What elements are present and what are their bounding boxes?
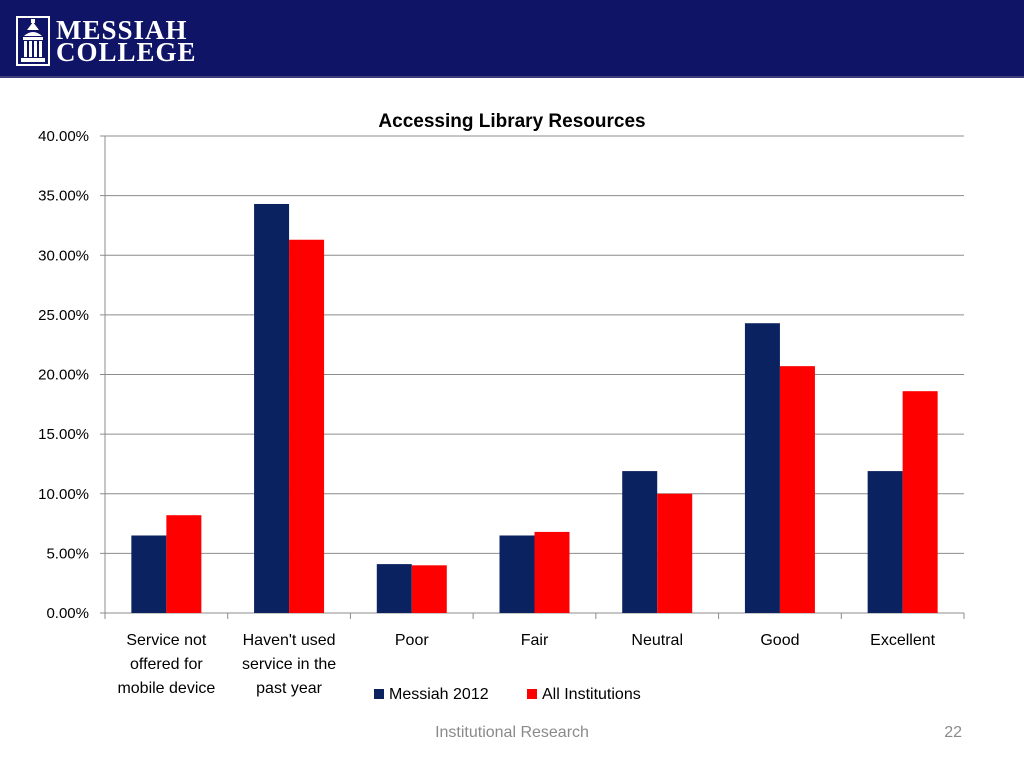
bar-messiah-2012 <box>254 203 290 613</box>
x-tick-label: past year <box>256 680 322 697</box>
x-tick-label: Excellent <box>870 632 935 649</box>
y-tick-label: 30.00% <box>38 247 89 264</box>
bar-all-institutions <box>902 391 938 613</box>
bar-chart: Accessing Library Resources 0.00% 5.00% 10… <box>38 111 965 703</box>
legend-label: All Institutions <box>542 686 641 703</box>
x-tick-label: Haven't used <box>243 632 336 649</box>
y-tick-label: 25.00% <box>38 307 89 324</box>
x-tick-label: mobile device <box>117 680 215 697</box>
x-tick-label: Fair <box>521 632 549 649</box>
y-axis-ticks: 0.00% 5.00% 10.00% 15.00% 20.00% 25.00% 30.00%… <box>38 128 105 622</box>
logo-line-2: COLLEGE <box>56 37 197 67</box>
bars <box>131 203 938 613</box>
y-tick-label: 0.00% <box>46 605 89 622</box>
bar-messiah-2012 <box>744 323 780 613</box>
bar-messiah-2012 <box>376 564 412 613</box>
bar-messiah-2012 <box>499 535 535 613</box>
y-tick-label: 20.00% <box>38 367 89 384</box>
bar-all-institutions <box>779 366 815 613</box>
chart-title: Accessing Library Resources <box>378 111 645 132</box>
x-axis-ticks: Service not offered for mobile device Haven… <box>104 613 965 697</box>
legend-swatch <box>374 689 384 699</box>
bar-messiah-2012 <box>131 535 167 613</box>
bar-all-institutions <box>411 565 447 613</box>
y-tick-label: 15.00% <box>38 426 89 443</box>
bar-all-institutions <box>657 493 693 613</box>
x-tick-label: offered for <box>130 656 203 673</box>
logo-wordmark: MESSIAH COLLEGE <box>56 15 197 67</box>
logo-line-1: MESSIAH <box>56 15 188 45</box>
y-tick-label: 5.00% <box>46 545 89 562</box>
y-tick-label: 10.00% <box>38 486 89 503</box>
college-logo: MESSIAH COLLEGE <box>16 14 197 68</box>
x-tick-label: Neutral <box>631 632 683 649</box>
y-tick-label: 40.00% <box>38 128 89 145</box>
legend: Messiah 2012 All Institutions <box>374 686 641 703</box>
bar-all-institutions <box>289 239 325 613</box>
page-number: 22 <box>944 724 962 741</box>
bar-all-institutions <box>166 515 202 613</box>
chart-area: Accessing Library Resources 0.00% 5.00% 10… <box>0 88 1024 728</box>
legend-swatch <box>527 689 537 699</box>
bar-messiah-2012 <box>867 471 903 613</box>
y-tick-label: 35.00% <box>38 188 89 205</box>
chapel-logo-icon <box>16 16 50 66</box>
x-tick-label: Poor <box>395 632 429 649</box>
bar-messiah-2012 <box>622 471 658 613</box>
x-tick-label: Good <box>760 632 799 649</box>
header-banner: MESSIAH COLLEGE <box>0 0 1024 78</box>
bar-all-institutions <box>534 531 570 613</box>
x-tick-label: Service not <box>126 632 207 649</box>
legend-label: Messiah 2012 <box>389 686 489 703</box>
footer-label: Institutional Research <box>435 724 589 741</box>
x-tick-label: service in the <box>242 656 336 673</box>
